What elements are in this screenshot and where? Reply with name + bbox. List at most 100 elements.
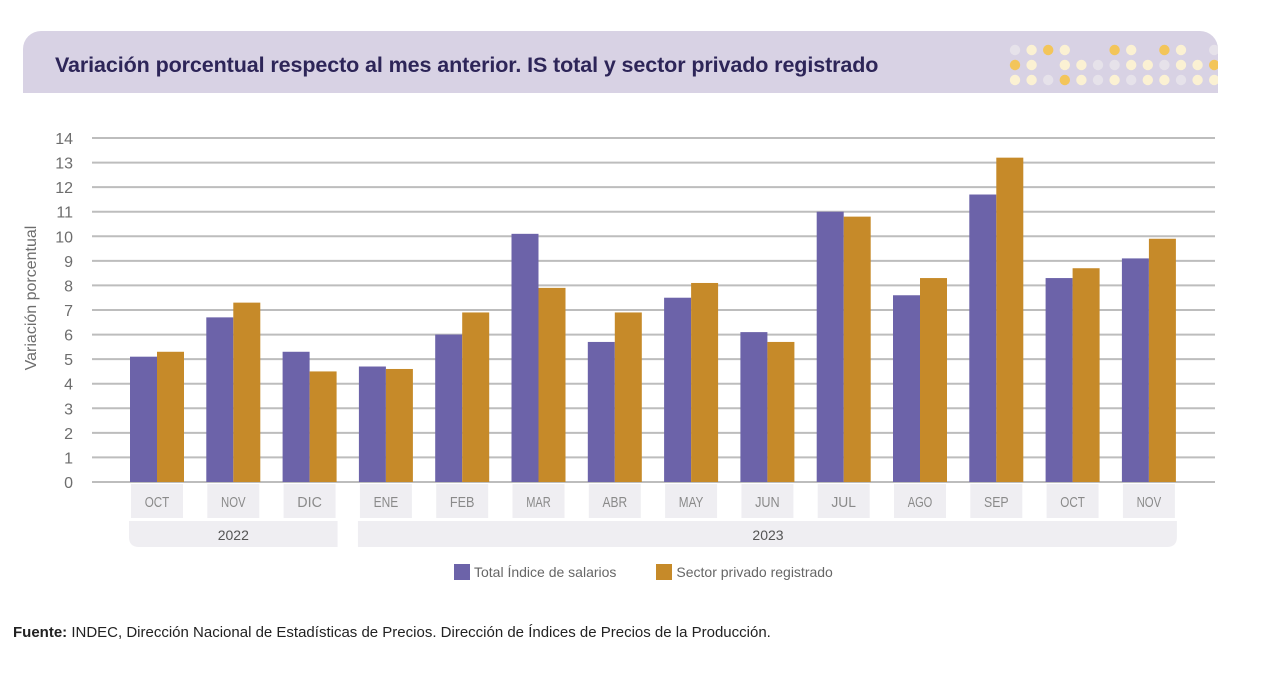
y-tick-label: 10 [55,229,73,246]
decorative-dots [1009,44,1218,86]
decorative-dot [1126,44,1137,56]
bar-total-indice-salarios [587,341,615,482]
y-tick-label: 8 [64,278,73,295]
decorative-dot [1175,74,1187,86]
bar-sector-privado [614,312,642,482]
y-tick-label: 9 [64,254,73,271]
decorative-dot [1192,74,1203,86]
decorative-dot [1009,59,1021,71]
bar-total-indice-salarios [511,233,539,482]
decorative-dot [1092,74,1104,86]
y-tick-label: 1 [64,450,73,467]
category-label-box [283,484,336,518]
x-tick-label: AGO [908,494,933,511]
category-label-box [512,484,565,518]
category-label-box [1046,484,1099,518]
y-tick-label: 6 [64,328,73,345]
category-label-box [359,484,412,518]
category-label-box [970,484,1023,518]
decorative-dot [1043,44,1054,56]
source-text: INDEC, Dirección Nacional de Estadística… [67,624,771,641]
y-axis-label: Variación porcentual [23,225,40,371]
y-tick-label: 7 [64,303,73,320]
decorative-dot [1059,59,1071,71]
bar-total-indice-salarios [664,297,692,482]
legend-item-total: Total Índice de salarios [454,564,616,580]
bar-sector-privado [385,368,413,482]
bar-total-indice-salarios [1121,258,1149,482]
bar-sector-privado [157,351,184,482]
category-label-box [665,484,718,518]
chart-title: Variación porcentual respecto al mes ant… [55,53,879,77]
year-group-band [357,521,1177,547]
decorative-dot [1109,74,1120,86]
legend-swatch-total [454,564,470,580]
bar-sector-privado [843,216,871,482]
bar-sector-privado [996,157,1024,482]
y-tick-label: 4 [64,377,73,394]
legend-label-private: Sector privado registrado [676,564,833,580]
decorative-dot [1126,59,1137,71]
decorative-dot [1076,74,1087,86]
y-tick-label: 13 [55,156,73,173]
bar-total-indice-salarios [435,334,463,482]
bar-sector-privado [462,312,490,482]
source-note: Fuente: INDEC, Dirección Nacional de Est… [13,624,771,641]
decorative-dot [1076,59,1087,71]
legend: Total Índice de salarios Sector privado … [454,564,873,580]
y-tick-label: 12 [55,180,73,197]
bar-total-indice-salarios [282,351,310,482]
category-label-box [894,484,946,518]
category-label-box [588,484,641,518]
x-tick-label: JUN [755,494,780,511]
bar-sector-privado [920,278,947,482]
category-label-box [817,484,870,518]
x-tick-label: SEP [984,494,1009,511]
bar-sector-privado [309,371,337,482]
x-tick-label: ABR [603,494,628,511]
y-tick-label: 11 [56,205,73,222]
decorative-dot [1059,74,1071,86]
decorative-dot [1159,74,1170,86]
bar-total-indice-salarios [969,194,997,482]
bar-total-indice-salarios [358,366,386,482]
decorative-dot [1109,44,1120,56]
x-tick-label: NOV [1137,494,1162,511]
decorative-dot [1209,59,1218,71]
decorative-dot [1026,44,1037,56]
x-tick-label: OCT [1060,494,1085,511]
y-tick-label: 2 [64,426,73,443]
year-group-label: 2022 [218,527,249,543]
y-tick-label: 14 [55,131,73,148]
decorative-dot [1209,44,1218,56]
y-tick-label: 0 [64,475,73,492]
decorative-dot [1092,59,1104,71]
decorative-dot [1043,74,1054,86]
decorative-dot [1142,74,1154,86]
y-tick-label: 5 [64,352,73,369]
category-label-box [131,484,183,518]
decorative-dot [1142,59,1154,71]
decorative-dot [1059,44,1071,56]
x-tick-label: ENE [374,494,399,511]
y-tick-label: 3 [64,401,73,418]
bar-total-indice-salarios [893,295,920,482]
bar-sector-privado [1072,268,1100,482]
x-tick-label: MAR [526,494,551,511]
bar-sector-privado [691,282,719,482]
decorative-dot [1159,59,1170,71]
x-tick-label: NOV [221,494,246,511]
year-group-band [129,521,338,547]
bar-total-indice-salarios [130,356,157,482]
category-label-box [1122,484,1175,518]
bar-total-indice-salarios [206,317,234,482]
decorative-dot [1192,59,1203,71]
decorative-dot [1026,74,1037,86]
year-group-label: 2023 [752,527,783,543]
bar-sector-privado [233,302,261,482]
bar-total-indice-salarios [740,332,768,482]
decorative-dot [1009,74,1021,86]
bar-total-indice-salarios [816,211,844,482]
decorative-dot [1126,74,1137,86]
x-tick-label: OCT [145,494,170,511]
